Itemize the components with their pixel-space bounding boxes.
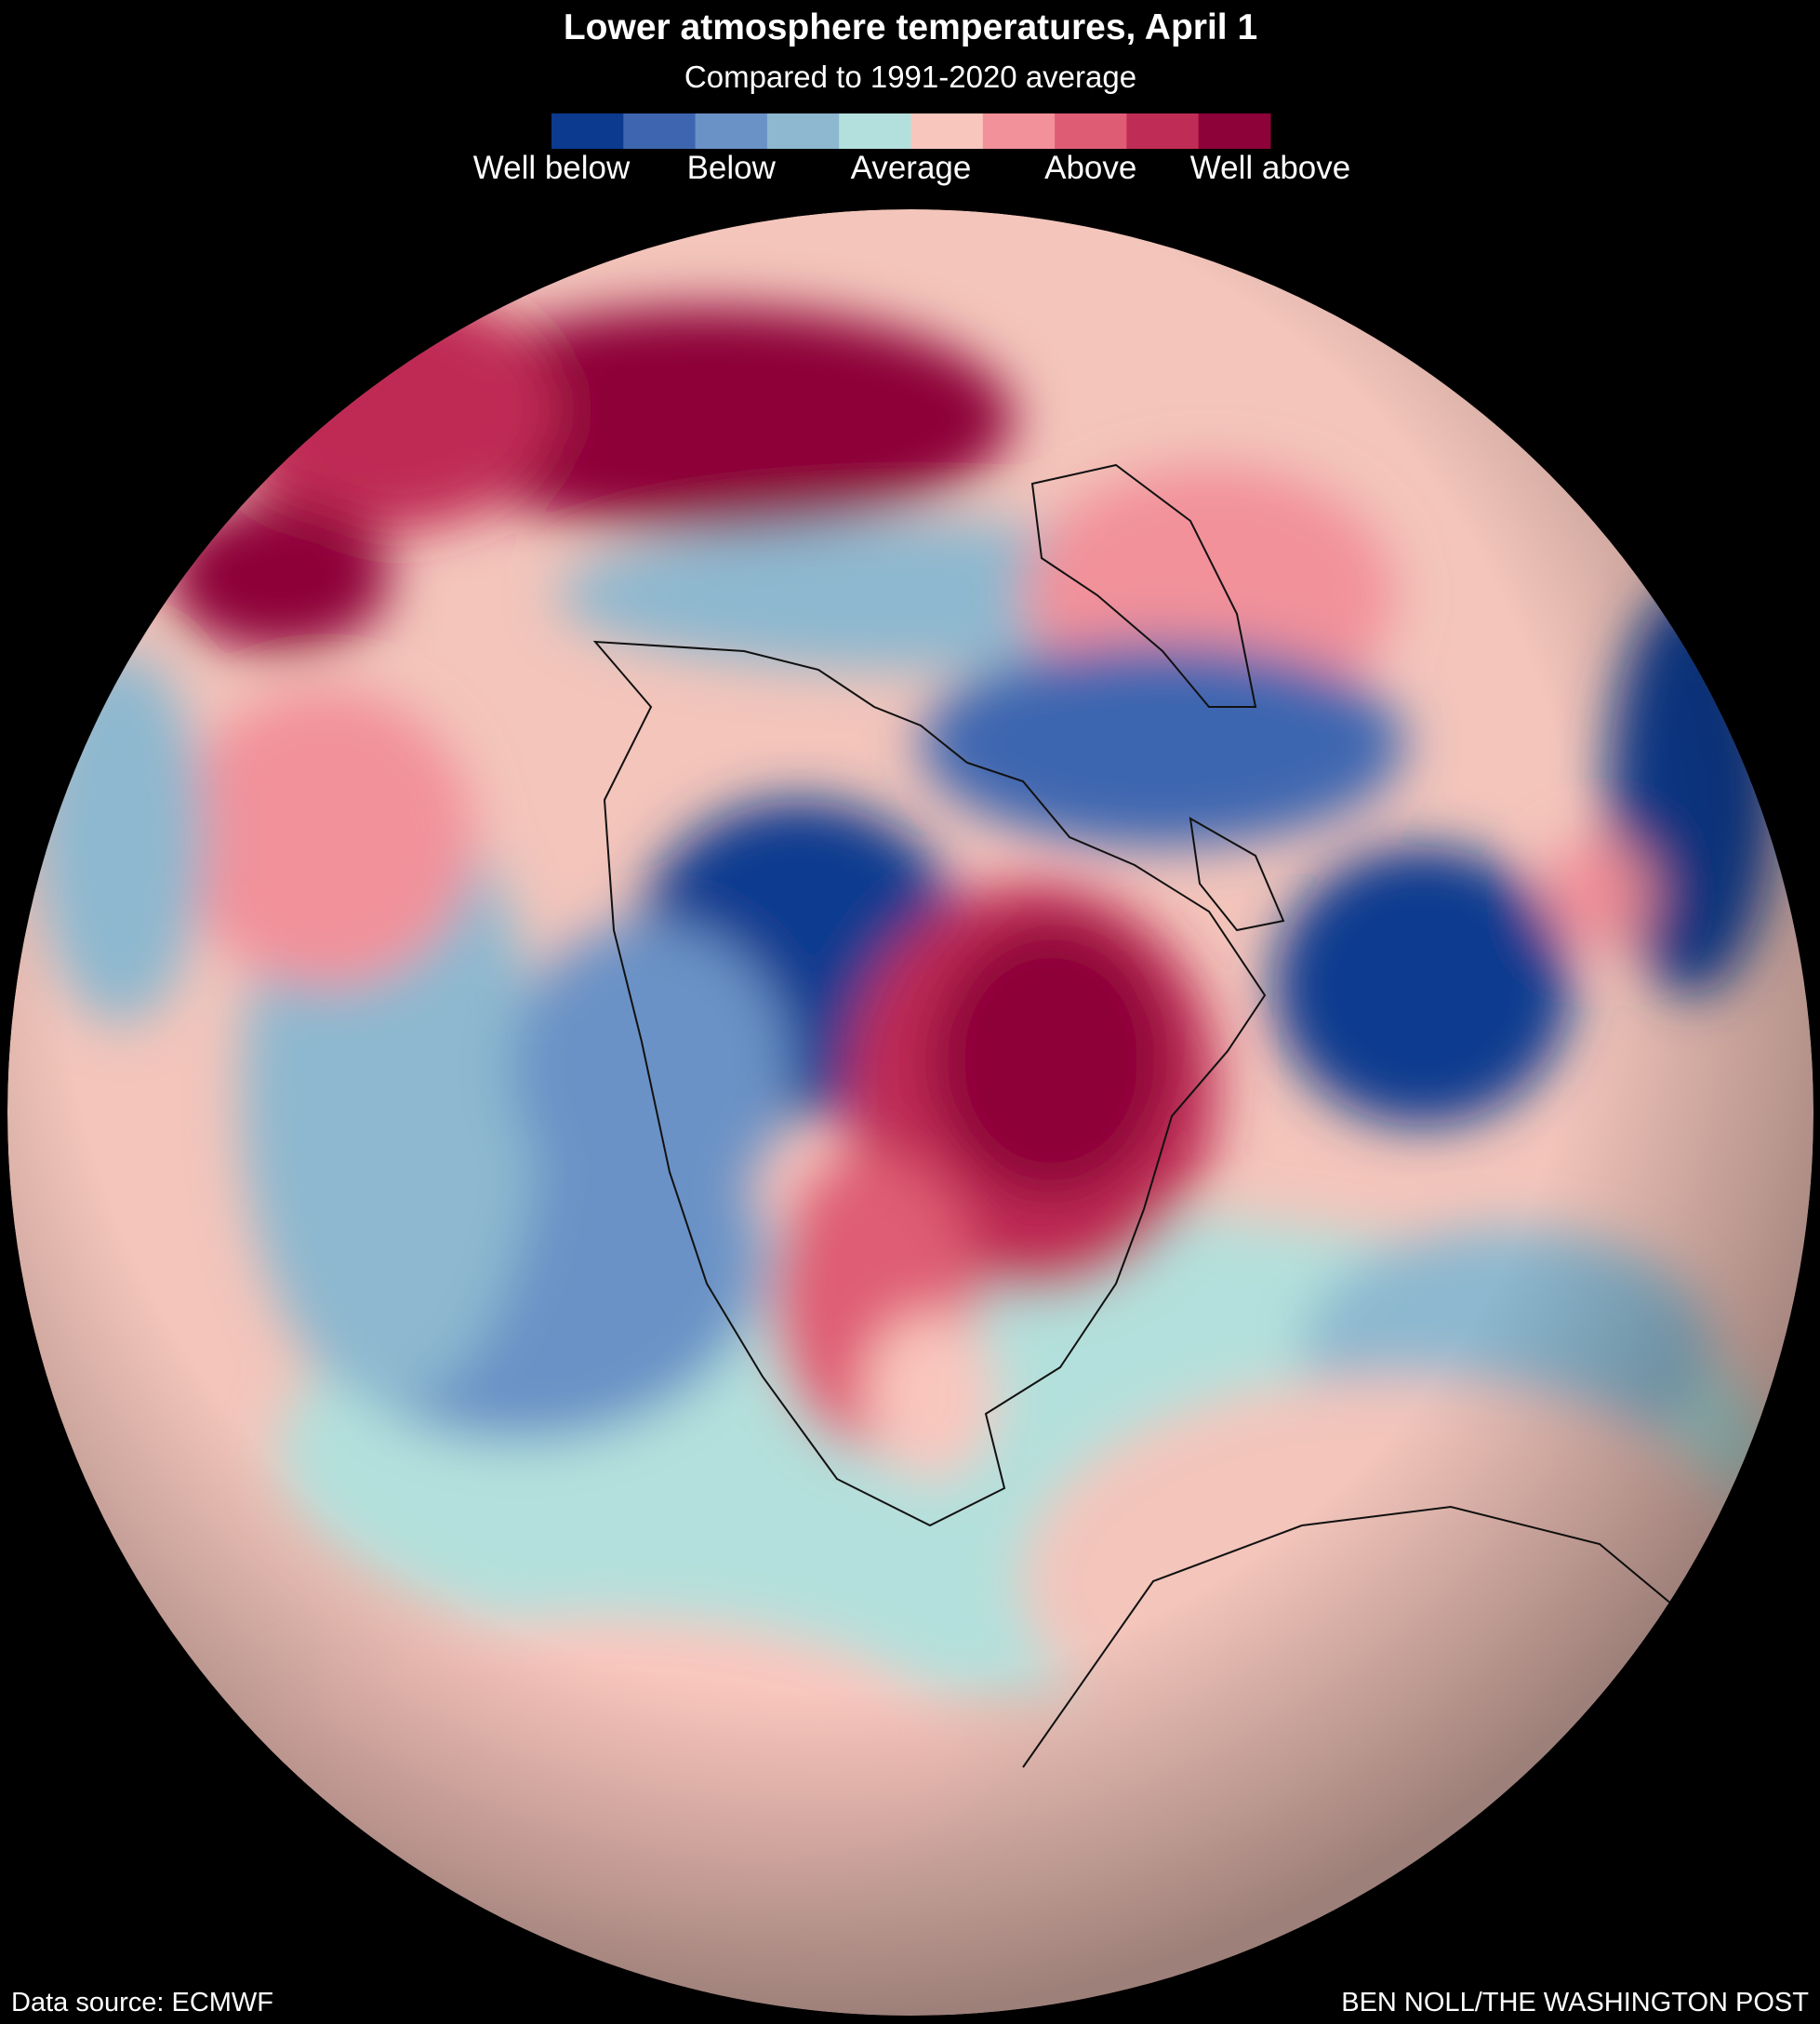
legend-swatch — [839, 113, 911, 149]
legend-label: Average — [851, 150, 972, 186]
legend-swatch — [695, 113, 768, 149]
legend-swatch — [910, 113, 984, 149]
legend-label: Above — [1044, 150, 1136, 186]
globe — [7, 209, 1813, 2016]
legend-label: Well above — [1190, 150, 1351, 186]
legend: Well below Below Average Above Well above — [473, 113, 1351, 186]
legend-swatch — [1055, 113, 1127, 149]
title: Lower atmosphere temperatures, April 1 — [564, 7, 1257, 47]
legend-swatch — [766, 113, 840, 149]
source: Data source: ECMWF — [11, 1988, 273, 2017]
legend-swatch — [623, 113, 697, 149]
subtitle: Compared to 1991-2020 average — [684, 60, 1136, 94]
legend-swatch — [1126, 113, 1200, 149]
legend-swatch — [551, 113, 624, 149]
legend-swatch — [1198, 113, 1271, 149]
globe-shading — [7, 209, 1813, 2016]
legend-label: Below — [687, 150, 777, 186]
credit: BEN NOLL/THE WASHINGTON POST — [1341, 1988, 1809, 2017]
legend-swatch — [982, 113, 1056, 149]
legend-label: Well below — [473, 150, 631, 186]
